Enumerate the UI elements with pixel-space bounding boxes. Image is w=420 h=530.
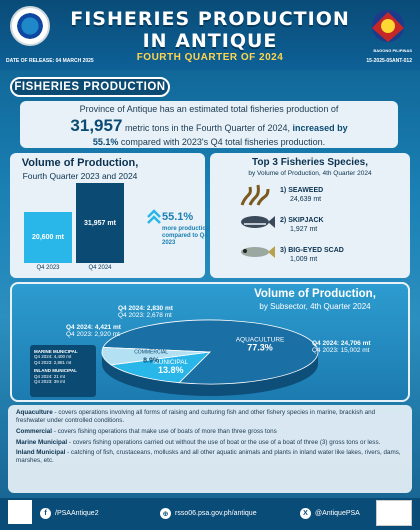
species-title: Top 3 Fisheries Species, [252, 157, 368, 168]
bagong-pilipinas-logo [372, 10, 404, 42]
species-card: Top 3 Fisheries Species, by Volume of Pr… [210, 153, 410, 278]
municipal-annotation: Q4 2024: 4,421 mt Q4 2023: 2,920 mt [66, 324, 121, 339]
summary-line3: compared with 2023's Q4 total fisheries … [120, 136, 326, 147]
pie-slice-commercial [101, 346, 211, 366]
definitions-box: Aquaculture - covers operations involvin… [8, 405, 412, 493]
psa-logo [10, 6, 50, 46]
volume-bar-category: Q4 2023 [36, 265, 60, 271]
volume-pct-note: more production compared to Q4 2023 [162, 226, 210, 247]
facebook-icon: f [40, 508, 51, 519]
pie-label-municipal: MUNICIPAL [153, 359, 188, 366]
release-date: DATE OF RELEASE: 04 MARCH 2025 [6, 58, 94, 64]
globe-icon: ⊕ [160, 508, 171, 519]
volume-bar: 31,957 mt [76, 183, 124, 263]
footer-x-link[interactable]: X @AntiquePSA [300, 508, 360, 519]
municipal-breakdown: MARINE MUNICIPAL Q4 2024: 4,400 mt Q4 20… [30, 345, 96, 397]
species-3-value: 1,009 mt [290, 256, 318, 263]
qr-code-right [376, 500, 412, 526]
volume-bar: 20,600 mt [24, 211, 72, 263]
bagong-pilipinas-text: BAGONG PILIPINAS [373, 48, 412, 53]
species-2-value: 1,927 mt [290, 226, 318, 233]
increase-arrow-icon [147, 209, 161, 224]
species-2-name: 2) SKIPJACK [280, 217, 324, 224]
species-1-value: 24,639 mt [290, 196, 322, 203]
volume-card: Volume of Production, Fourth Quarter 202… [10, 153, 210, 278]
pie-slice-municipal [110, 351, 212, 384]
reference-number: 15-2025-05ANT-012 [366, 58, 412, 64]
header [0, 0, 420, 70]
page-title-line2: IN ANTIQUE [142, 30, 278, 52]
definition-aquaculture: Aquaculture - covers operations involvin… [16, 409, 376, 424]
definition-inland-municipal: Inland Municipal - catching of fish, cru… [16, 449, 401, 465]
summary-total: 31,957 [70, 116, 123, 136]
section-banner: FISHERIES PRODUCTION [10, 77, 170, 97]
commercial-annotation: Q4 2024: 2,830 mt Q4 2023: 2,678 mt [118, 305, 173, 320]
summary-card: Province of Antique has an estimated tot… [20, 101, 398, 148]
summary-line2: metric tons in the Fourth Quarter of 202… [124, 123, 291, 134]
page-title-line1: FISHERIES PRODUCTION [70, 8, 350, 30]
summary-increase: increased by [292, 123, 348, 134]
big-eyed-scad-icon [241, 246, 275, 258]
species-1-name: 1) SEAWEED [280, 187, 324, 194]
definition-commercial: Commercial - covers fishing operations t… [16, 427, 277, 435]
subsector-title: Volume of Production, [254, 288, 376, 300]
pie-label-aquaculture: AQUACULTURE [236, 337, 285, 344]
footer [0, 498, 420, 530]
page-subtitle: FOURTH QUARTER OF 2024 [136, 52, 284, 63]
pie-pct-aquaculture: 77.3% [247, 343, 273, 353]
volume-bar-category: Q4 2024 [88, 265, 112, 271]
subsector-subtitle: by Subsector, 4th Quarter 2024 [259, 302, 371, 311]
pie-pct-commercial: 8.9% [143, 357, 160, 364]
summary-line1: Province of Antique has an estimated tot… [79, 104, 339, 114]
species-3-name: 3) BIG-EYED SCAD [280, 247, 344, 254]
summary-pct: 55.1% [92, 136, 119, 147]
footer-facebook-link[interactable]: f /PSAAntique2 [40, 508, 99, 519]
species-subtitle: by Volume of Production, 4th Quarter 202… [248, 170, 372, 177]
footer-website-link[interactable]: ⊕ rsso06.psa.gov.ph/antique [160, 508, 257, 519]
aquaculture-annotation: Q4 2024: 24,706 mt Q4 2023: 15,002 mt [312, 340, 371, 355]
qr-code-left [8, 500, 32, 524]
volume-pct-change: 55.1% [162, 211, 194, 223]
x-icon: X [300, 508, 311, 519]
volume-subtitle: Fourth Quarter 2023 and 2024 [22, 171, 138, 181]
pie-pct-municipal: 13.8% [158, 365, 184, 375]
volume-title: Volume of Production, [21, 157, 139, 169]
skipjack-icon [241, 216, 275, 228]
pie-label-commercial: COMMERCIAL [134, 349, 168, 355]
seaweed-icon [240, 184, 270, 206]
definition-marine-municipal: Marine Municipal - covers fishing operat… [16, 438, 381, 446]
